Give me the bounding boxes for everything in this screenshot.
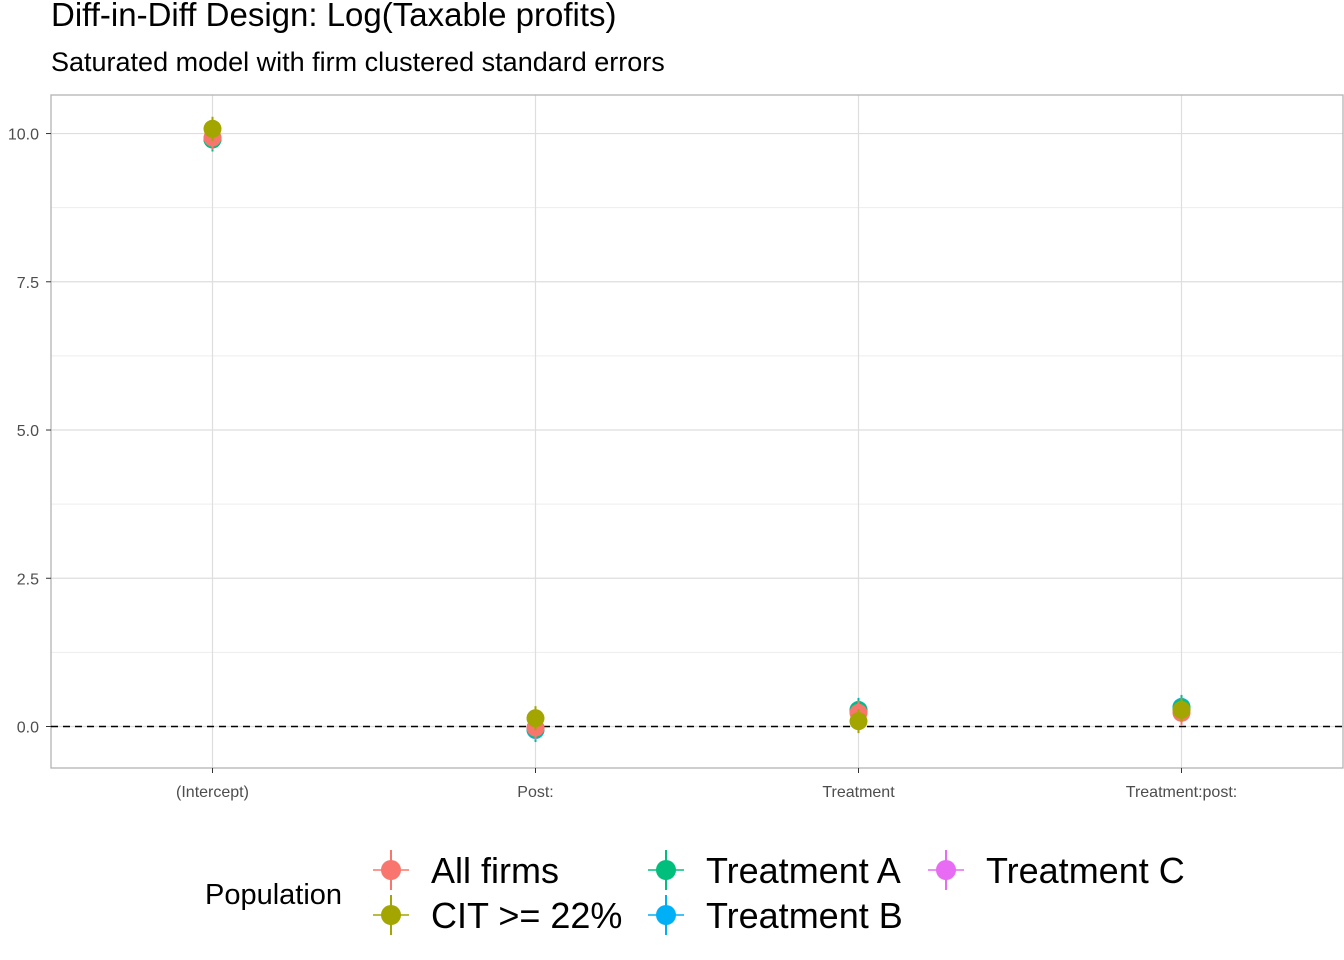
grid-lines	[51, 95, 1343, 768]
legend-label: All firms	[431, 850, 559, 891]
legend-key-point	[656, 860, 676, 880]
x-tick-label: Post:	[517, 784, 553, 801]
data-point	[849, 712, 868, 731]
plot-panel-border	[50, 94, 1344, 769]
legend-key-point	[656, 905, 676, 925]
y-tick-label: 5.0	[17, 423, 39, 440]
y-tick-label: 0.0	[17, 719, 39, 736]
chart-title: Diff-in-Diff Design: Log(Taxable profits…	[51, 0, 617, 33]
legend-key-point	[381, 905, 401, 925]
legend-label: CIT >= 22%	[431, 895, 622, 936]
y-tick-label: 7.5	[17, 275, 39, 292]
chart-subtitle: Saturated model with firm clustered stan…	[51, 47, 665, 77]
x-tick-label: Treatment	[822, 784, 895, 801]
data-point	[1172, 700, 1191, 719]
legend-title: Population	[205, 879, 342, 911]
data-point	[526, 709, 545, 728]
x-tick-label: (Intercept)	[176, 784, 249, 801]
legend-label: Treatment A	[706, 850, 901, 891]
data-points	[203, 116, 1191, 743]
legend-label: Treatment C	[986, 850, 1185, 891]
y-tick-label: 10.0	[8, 127, 39, 144]
axes: 0.0 2.5 5.0 7.5 10.0 (Intercept) Post: Treatmen…	[8, 127, 1237, 801]
x-tick-label: Treatment:post:	[1126, 784, 1237, 801]
data-point	[203, 119, 222, 138]
legend-key-point	[381, 860, 401, 880]
legend-label: Treatment B	[706, 895, 903, 936]
y-tick-label: 2.5	[17, 571, 39, 588]
legend-key-point	[936, 860, 956, 880]
